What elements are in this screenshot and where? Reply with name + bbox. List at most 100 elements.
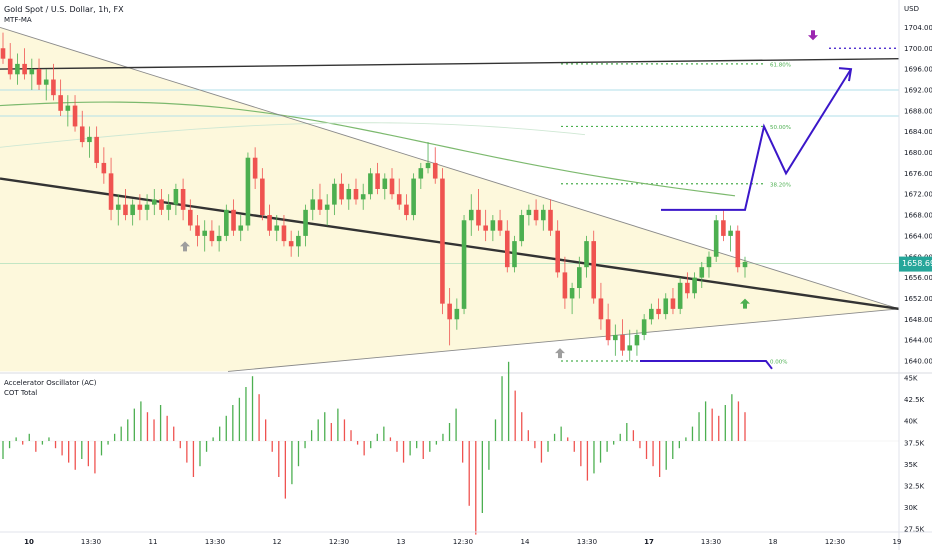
candle-body — [209, 230, 215, 242]
candle-body — [108, 173, 114, 210]
candle-body — [15, 63, 20, 75]
candle — [65, 95, 71, 127]
candle — [137, 194, 143, 221]
candle-body — [685, 282, 690, 294]
time-tick-label: 13 — [397, 538, 406, 546]
candle-body — [267, 215, 272, 231]
candle-body — [101, 162, 107, 174]
candle-body — [7, 58, 13, 75]
oscillator-axis[interactable]: 45K 42.5K 40K 37.5K 35K 32.5K 30K 27.5K — [904, 375, 925, 534]
candle — [548, 199, 553, 236]
candle-body — [620, 334, 625, 351]
candle — [339, 173, 344, 205]
time-tick-label: 18 — [769, 538, 778, 546]
candle — [202, 220, 208, 252]
candle — [598, 282, 604, 330]
oscillator-title[interactable]: Accelerator Oscillator (AC) — [4, 379, 97, 387]
candle — [29, 58, 35, 90]
chart-title: Gold Spot / U.S. Dollar, 1h, FX — [4, 5, 124, 14]
indicator-label[interactable]: MTF-MA — [4, 16, 32, 24]
candle-body — [159, 199, 164, 210]
candle-body — [677, 282, 683, 309]
candle — [260, 168, 265, 221]
candle-body — [418, 168, 424, 179]
candle — [504, 220, 510, 273]
candle — [735, 225, 741, 273]
candle-body — [389, 178, 395, 195]
candle-body — [461, 220, 467, 309]
candle — [382, 173, 388, 200]
candle — [252, 147, 258, 189]
candle-body — [468, 209, 474, 221]
candle-body — [519, 215, 524, 242]
candle — [649, 303, 654, 325]
candle — [87, 126, 92, 158]
candle — [699, 261, 705, 289]
candle — [22, 48, 27, 80]
candle — [245, 152, 251, 231]
price-tick-label: 1700.00 — [904, 45, 932, 53]
candle — [324, 194, 330, 226]
candle — [144, 194, 150, 221]
time-tick-label: 13:30 — [205, 538, 225, 546]
candle-body — [151, 199, 157, 205]
price-tick-label: 1704.00 — [904, 24, 932, 32]
candle-body — [454, 308, 460, 320]
time-axis[interactable]: 10 13:30 11 13:30 12 12:30 13 12:30 14 13:30 17 13:… — [24, 538, 901, 546]
price-tick-label: 1640.00 — [904, 358, 932, 366]
candle-body — [375, 173, 380, 189]
bullish-marker-icon — [740, 298, 750, 309]
candle — [418, 162, 424, 189]
candle-body — [252, 157, 258, 179]
candle-body — [216, 235, 222, 242]
candle-body — [79, 126, 85, 143]
candle-body — [504, 230, 510, 268]
candle — [613, 324, 618, 356]
candle — [721, 209, 726, 242]
candle-body — [613, 334, 618, 341]
candle — [620, 319, 625, 356]
price-tick-label: 1644.00 — [904, 337, 932, 345]
candle — [584, 235, 589, 278]
candle-body — [497, 220, 503, 231]
time-tick-label: 13:30 — [577, 538, 597, 546]
candle-body — [310, 199, 316, 210]
candle — [483, 209, 488, 242]
support-zone-line — [640, 360, 773, 370]
candle — [238, 215, 244, 242]
candle — [346, 183, 352, 210]
arrow-markers — [180, 30, 818, 359]
price-axis[interactable]: 1704.00 1700.00 1696.00 1692.00 1688.00 1684.… — [904, 24, 932, 366]
resistance-line — [0, 57, 900, 70]
oscillator-subtitle[interactable]: COT Total — [4, 389, 37, 397]
candle — [677, 277, 683, 315]
candle-body — [22, 63, 27, 75]
candle-body — [649, 308, 654, 320]
triangle-upper-line — [0, 26, 900, 310]
candle-body — [555, 230, 560, 273]
candle-body — [87, 136, 92, 143]
candle — [281, 215, 287, 247]
candle-body — [728, 230, 733, 236]
candle — [209, 220, 215, 247]
candle-body — [396, 194, 402, 205]
candle-body — [411, 178, 416, 216]
oscillator-tick-label: 40K — [904, 418, 918, 426]
candle-body — [404, 204, 409, 216]
candle — [360, 183, 366, 210]
candle-body — [476, 209, 481, 226]
candle — [555, 220, 560, 278]
fib-level-label: 0.00% — [770, 360, 787, 366]
candle — [605, 303, 611, 346]
candle-body — [540, 209, 546, 221]
candle-body — [94, 136, 99, 163]
candle — [569, 282, 575, 315]
candle-body — [634, 334, 640, 346]
price-tick-label: 1692.00 — [904, 86, 932, 94]
candle — [368, 168, 373, 200]
fib-level-label: 50.00% — [770, 125, 791, 131]
candle — [94, 126, 99, 169]
neutral-marker-icon — [555, 348, 565, 359]
candle-body — [483, 225, 488, 231]
candle-body — [548, 209, 553, 231]
